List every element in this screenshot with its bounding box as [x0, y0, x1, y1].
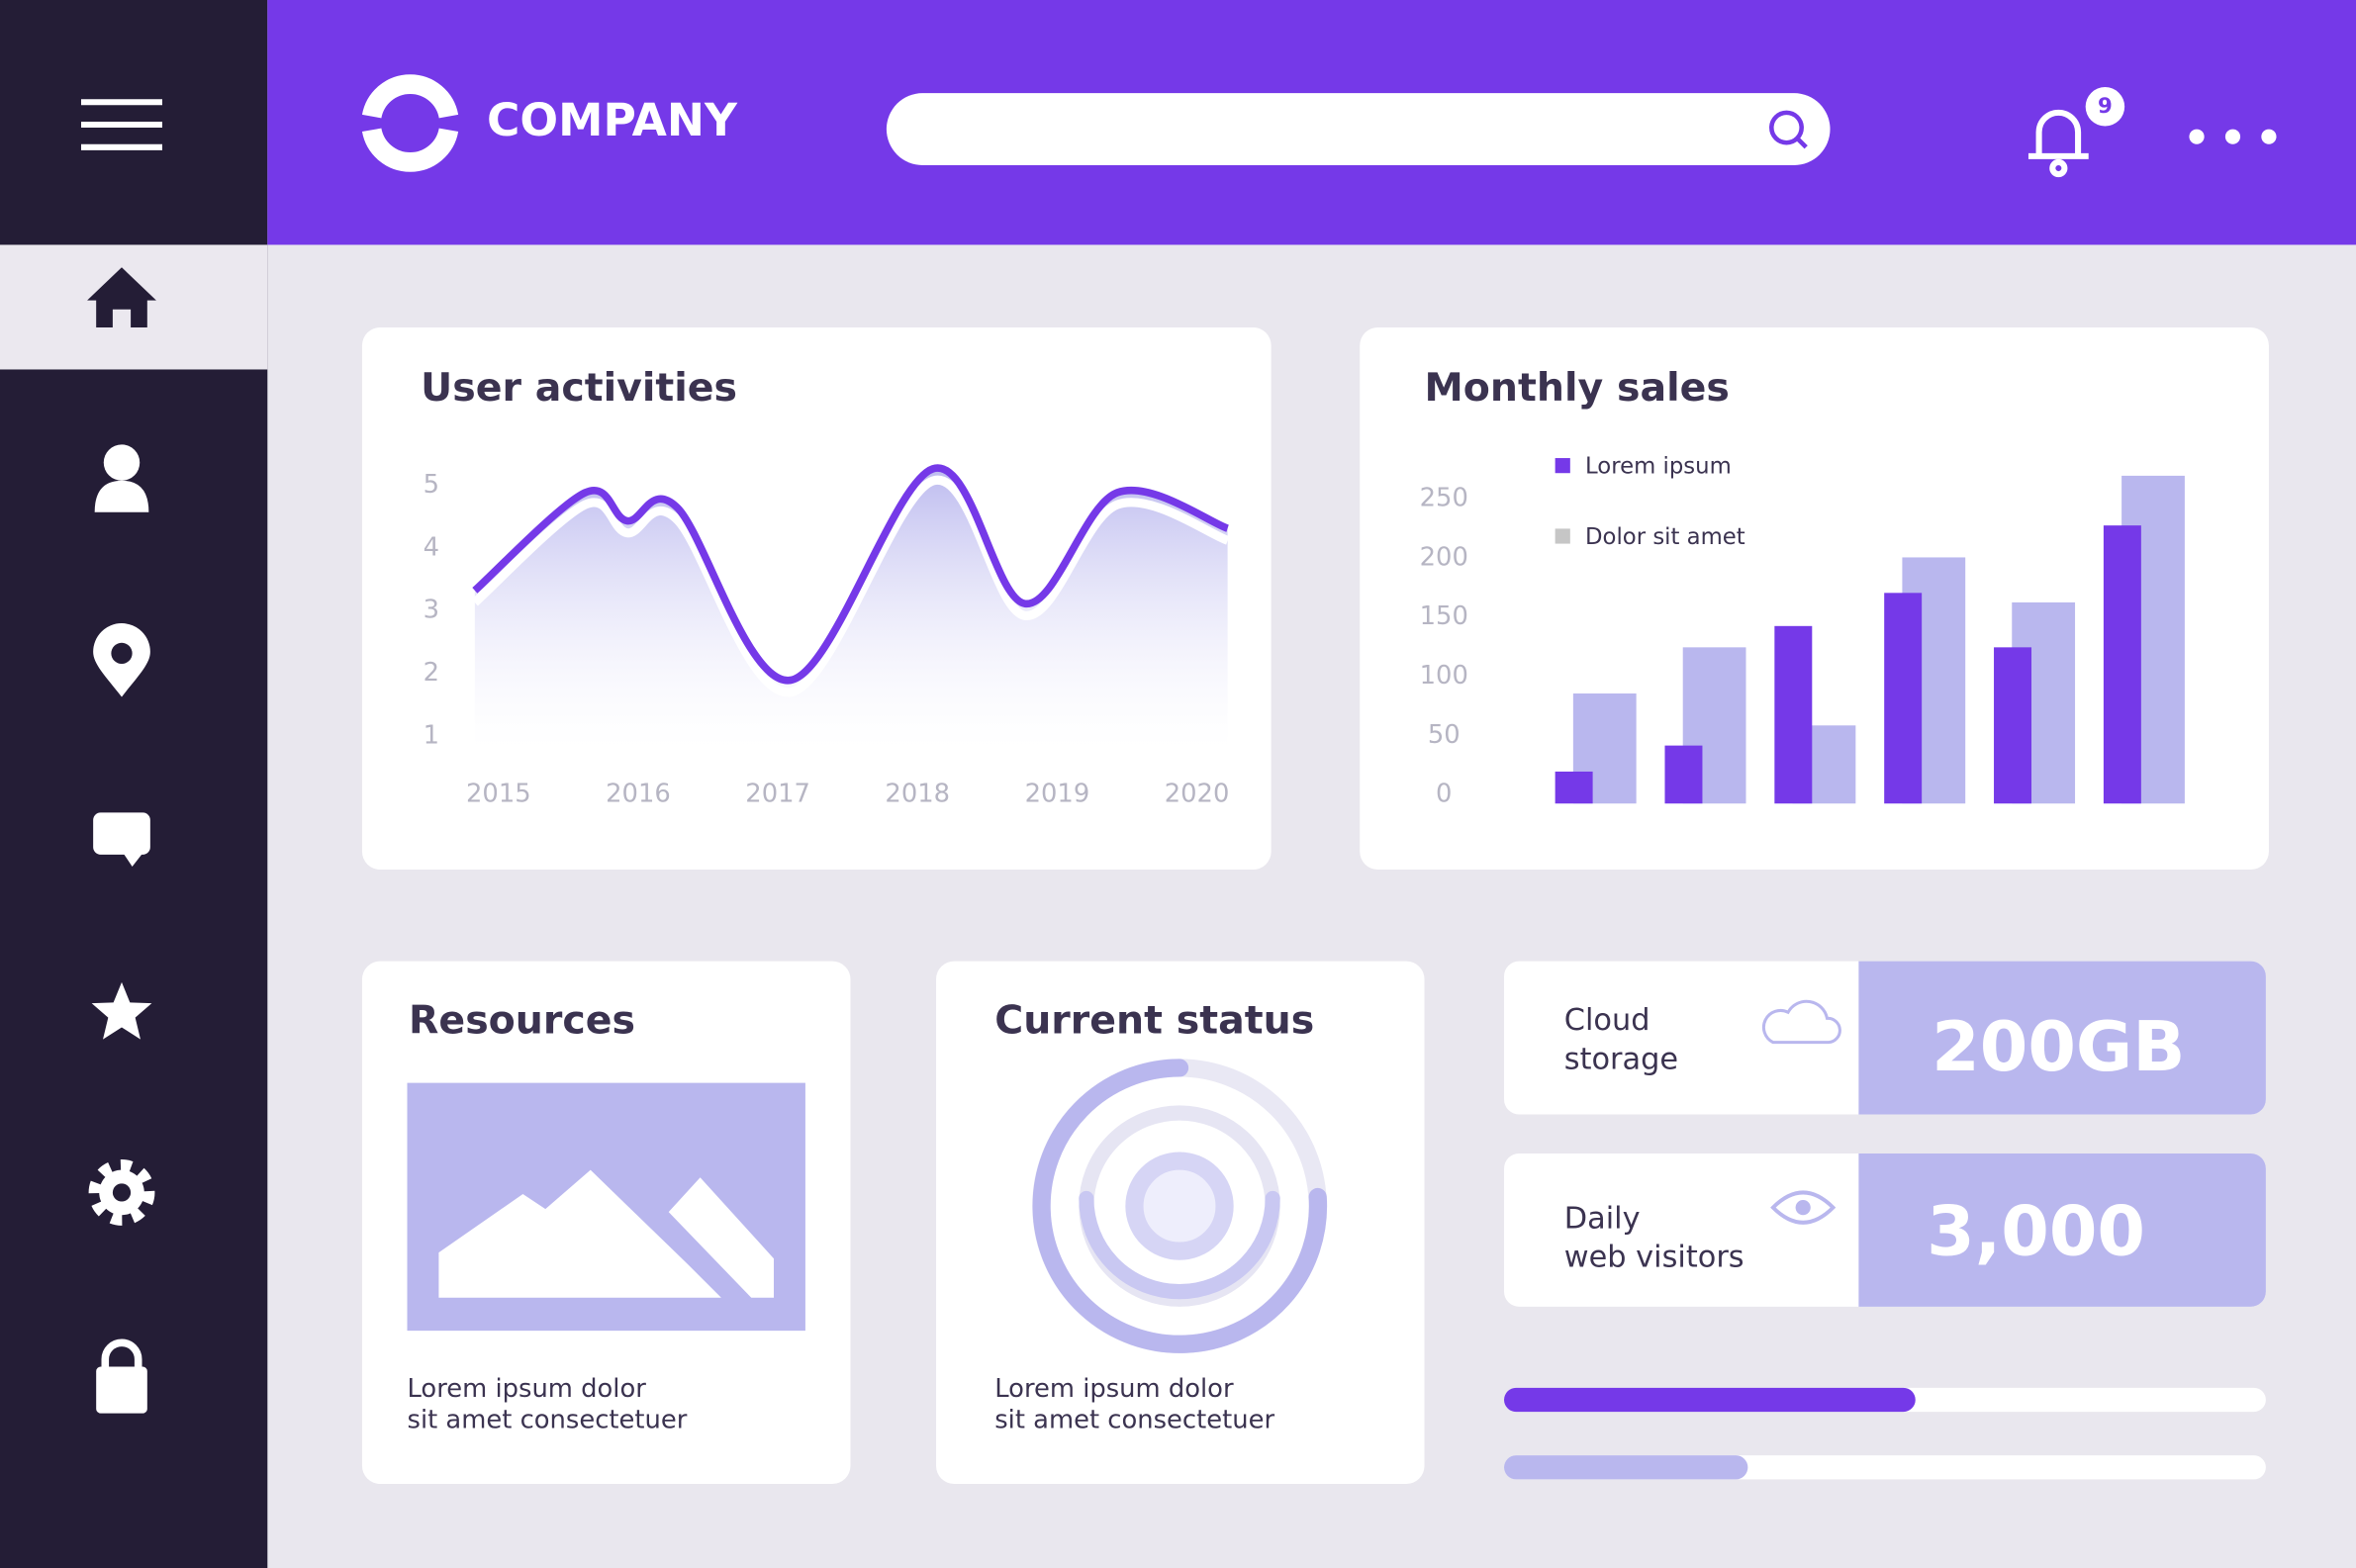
caption: sit amet consectetuer	[408, 1406, 688, 1435]
home-icon[interactable]	[87, 267, 156, 327]
search-icon[interactable]	[1769, 110, 1808, 149]
caption: sit amet consectetuer	[994, 1406, 1274, 1435]
stat-label: storage	[1564, 1042, 1678, 1076]
x-tick-label: 2016	[606, 780, 671, 809]
progress-fill	[1504, 1455, 1748, 1480]
stat-panel	[1858, 961, 2266, 1115]
legend-swatch	[1555, 528, 1570, 544]
line	[472, 464, 1229, 685]
bar	[2103, 525, 2141, 804]
y-tick-label: 1	[424, 720, 439, 750]
y-tick-label: 4	[424, 532, 439, 562]
search-box[interactable]	[886, 93, 1831, 166]
eye-icon	[1770, 1190, 1837, 1225]
y-tick-label: 0	[1436, 780, 1452, 809]
bar	[1994, 647, 2032, 804]
x-tick-label: 2017	[745, 780, 810, 809]
stat-label: web visitors	[1564, 1241, 1744, 1275]
legend-label: Lorem ipsum	[1585, 454, 1732, 480]
status-rings	[1032, 1059, 1328, 1353]
menu-button[interactable]	[80, 99, 162, 150]
x-tick-label: 2020	[1165, 780, 1230, 809]
stat-panel	[1858, 1153, 2266, 1307]
legend-label: Dolor sit amet	[1585, 524, 1745, 550]
y-tick-label: 200	[1420, 542, 1468, 572]
x-tick-label: 2019	[1025, 780, 1090, 809]
card-title: Current status	[994, 997, 1314, 1043]
progress-fill	[1504, 1387, 1916, 1413]
x-tick-label: 2015	[466, 780, 531, 809]
bell-icon[interactable]	[2027, 109, 2089, 178]
brand: COMPANY	[487, 94, 738, 146]
y-tick-label: 5	[424, 470, 439, 500]
stat-label: Cloud	[1564, 1003, 1650, 1038]
card-title: User activities	[421, 365, 737, 411]
bar	[1774, 625, 1813, 804]
badge	[2085, 87, 2125, 127]
bar	[1555, 771, 1593, 804]
y-tick-label: 2	[424, 658, 439, 688]
line-highlight	[471, 475, 1230, 697]
badge-count: 9	[2098, 94, 2113, 119]
stat-value: 3,000	[1927, 1192, 2145, 1272]
caption: Lorem ipsum dolor	[994, 1374, 1234, 1404]
logo	[361, 74, 459, 172]
chat-icon[interactable]	[93, 812, 150, 868]
settings-icon[interactable]	[88, 1159, 155, 1226]
more-button[interactable]	[2189, 129, 2277, 144]
legend-swatch	[1555, 458, 1570, 474]
stat-label: Daily	[1564, 1201, 1641, 1236]
card-title: Resources	[409, 997, 635, 1043]
lock-icon[interactable]	[96, 1338, 147, 1414]
location-icon[interactable]	[93, 623, 150, 697]
cloud-icon	[1761, 999, 1841, 1045]
y-tick-label: 250	[1420, 484, 1468, 513]
caption: Lorem ipsum dolor	[408, 1374, 647, 1404]
mountains	[438, 1169, 775, 1298]
user-icon[interactable]	[94, 444, 149, 512]
y-tick-label: 3	[424, 596, 439, 625]
y-tick-label: 100	[1420, 661, 1468, 691]
y-tick-label: 150	[1420, 601, 1468, 631]
stat-value: 200GB	[1932, 1007, 2185, 1087]
card-title: Monthly sales	[1425, 365, 1730, 411]
sidebar	[0, 0, 268, 1568]
bar	[1664, 745, 1703, 804]
x-tick-label: 2018	[885, 780, 950, 809]
star-icon[interactable]	[91, 981, 152, 1040]
bar	[1884, 593, 1923, 804]
y-tick-label: 50	[1428, 720, 1461, 750]
